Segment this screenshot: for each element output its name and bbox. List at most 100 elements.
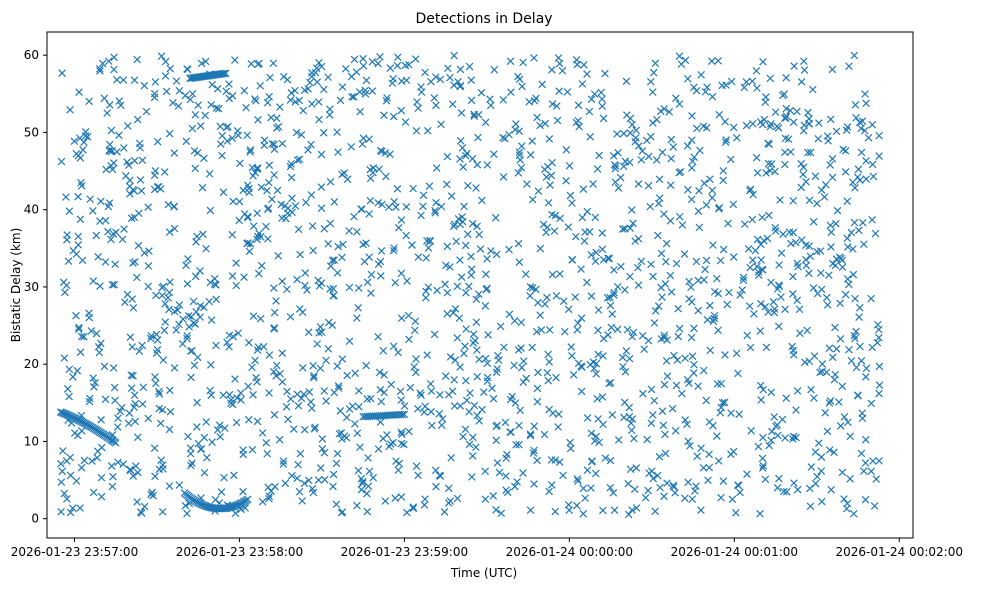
scatter-point	[508, 392, 516, 401]
scatter-point	[435, 409, 444, 418]
scatter-point	[577, 265, 585, 273]
scatter-point	[775, 474, 783, 483]
scatter-point	[345, 283, 354, 292]
scatter-point	[674, 304, 682, 313]
scatter-point	[492, 250, 501, 259]
scatter-point	[374, 199, 383, 207]
scatter-point	[655, 452, 664, 461]
scatter-point	[493, 458, 502, 467]
scatter-point	[450, 51, 458, 60]
scatter-point	[201, 111, 210, 120]
scatter-point	[88, 457, 96, 465]
scatter-point	[541, 119, 550, 128]
scatter-point	[771, 227, 780, 235]
y-tick-label: 30	[24, 280, 39, 294]
scatter-point	[677, 60, 686, 68]
scatter-point	[646, 202, 655, 211]
scatter-point	[493, 421, 502, 430]
scatter-point	[565, 506, 574, 514]
scatter-point	[543, 293, 551, 302]
scatter-point	[207, 316, 216, 324]
scatter-point	[554, 410, 563, 418]
scatter-point	[380, 388, 389, 397]
scatter-point	[165, 305, 173, 314]
scatter-point	[110, 65, 118, 74]
scatter-point	[604, 254, 612, 263]
scatter-point	[130, 213, 139, 222]
scatter-point	[592, 432, 600, 441]
scatter-point	[249, 390, 257, 399]
scatter-point	[413, 98, 421, 106]
y-tick-label: 60	[24, 48, 39, 62]
scatter-point	[735, 410, 743, 419]
scatter-point	[330, 256, 339, 264]
scatter-point	[862, 99, 870, 108]
scatter-point	[454, 215, 463, 223]
scatter-point	[604, 331, 612, 339]
x-tick-label: 2026-01-23 23:57:00	[11, 545, 138, 559]
scatter-point	[100, 94, 109, 103]
scatter-point	[138, 156, 147, 165]
scatter-point	[697, 444, 705, 453]
scatter-point	[759, 58, 767, 66]
y-tick-label: 0	[31, 512, 39, 526]
scatter-point	[482, 270, 490, 279]
scatter-point	[412, 127, 421, 135]
scatter-point	[693, 452, 702, 461]
scatter-point	[437, 202, 446, 211]
scatter-point	[522, 374, 531, 383]
scatter-point	[789, 197, 798, 205]
scatter-point	[495, 468, 504, 477]
scatter-point	[525, 98, 534, 106]
scatter-point	[235, 197, 244, 206]
scatter-point	[714, 56, 722, 65]
scatter-point	[716, 256, 725, 265]
scatter-point	[325, 111, 334, 119]
scatter-point	[843, 234, 852, 243]
scatter-point	[353, 314, 361, 322]
scatter-point	[316, 364, 325, 373]
scatter-point	[573, 60, 582, 69]
scatter-point	[672, 94, 680, 103]
scatter-point	[300, 86, 309, 94]
scatter-point	[300, 425, 309, 434]
scatter-point	[599, 506, 607, 515]
scatter-point	[111, 260, 119, 269]
scatter-point	[709, 241, 717, 249]
scatter-point	[644, 181, 653, 190]
scatter-point	[683, 142, 692, 150]
scatter-point	[172, 77, 181, 85]
scatter-point	[196, 313, 204, 321]
scatter-point	[329, 284, 338, 293]
scatter-point	[307, 140, 315, 149]
scatter-point	[212, 341, 220, 350]
scatter-point	[221, 424, 229, 433]
scatter-point	[528, 137, 537, 145]
scatter-point	[806, 502, 815, 511]
scatter-point	[205, 170, 214, 178]
scatter-point	[573, 501, 581, 510]
scatter-point	[685, 379, 693, 388]
scatter-point	[159, 282, 168, 291]
scatter-point	[484, 330, 492, 339]
scatter-point	[628, 332, 637, 341]
scatter-point	[376, 257, 385, 266]
scatter-point	[875, 457, 883, 465]
scatter-point	[296, 250, 305, 259]
scatter-point	[635, 142, 643, 150]
scatter-point	[291, 202, 300, 210]
scatter-point	[389, 342, 398, 351]
scatter-point	[816, 368, 824, 377]
scatter-point	[272, 361, 281, 370]
scatter-point	[249, 222, 258, 230]
scatter-point	[295, 487, 304, 496]
scatter-point	[486, 95, 494, 104]
scatter-point	[590, 90, 599, 98]
scatter-point	[175, 320, 183, 329]
scatter-point	[198, 183, 207, 192]
scatter-point	[354, 284, 363, 292]
scatter-point	[518, 82, 526, 91]
scatter-point	[846, 432, 855, 441]
scatter-point	[94, 342, 103, 351]
scatter-point	[58, 467, 67, 476]
